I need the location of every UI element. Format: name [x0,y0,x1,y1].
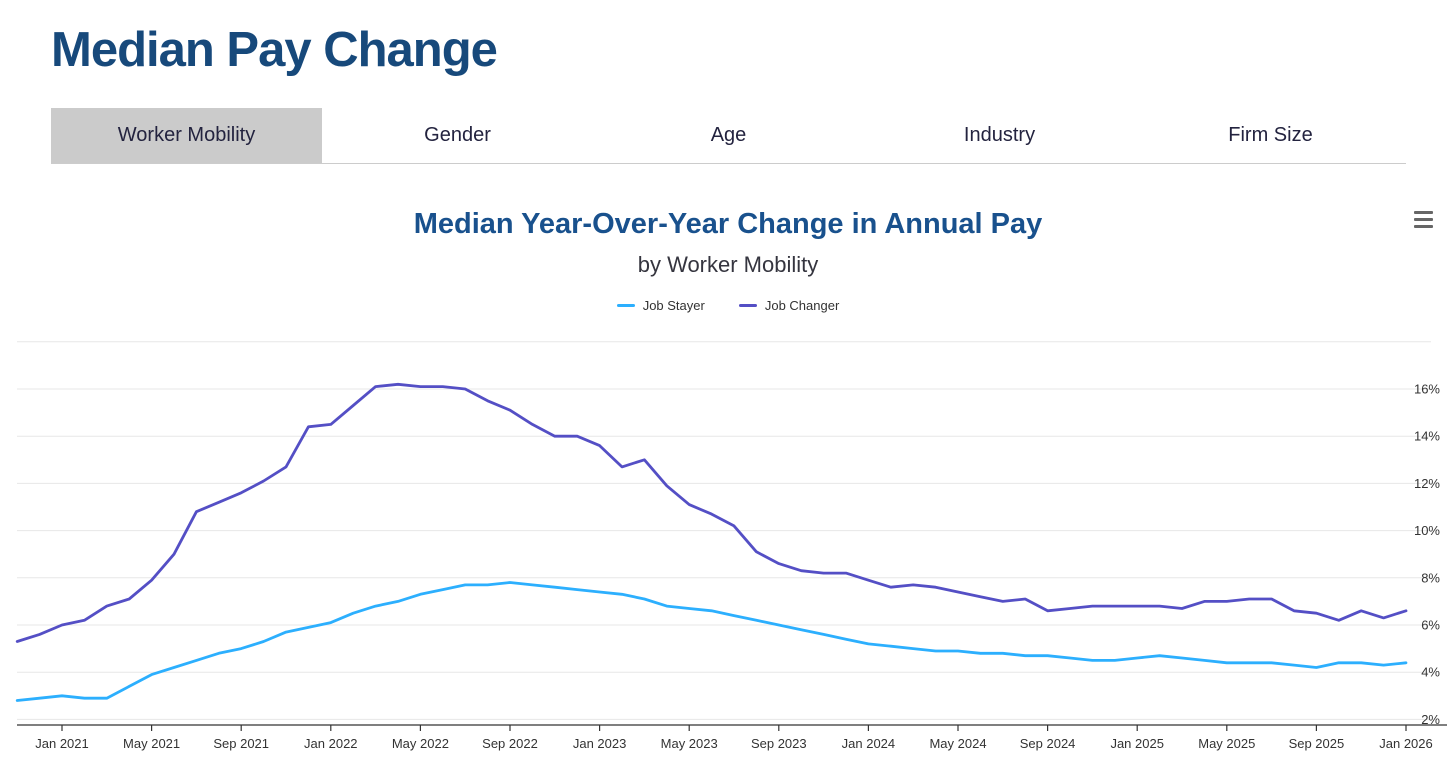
x-axis-label: Sep 2025 [1289,736,1345,751]
x-axis-label: May 2021 [123,736,180,751]
x-axis-label: Jan 2026 [1379,736,1433,751]
y-axis-label: 10% [1414,523,1440,538]
chart-context-menu-button[interactable] [1410,206,1438,232]
y-axis-label: 12% [1414,476,1440,491]
chart-svg: 2% 4% 6% 8% 10% 12% 14% 16% Jan 2021 May 2021 Sep … [15,341,1447,751]
y-axis-label: 4% [1421,665,1440,680]
x-axis-label: May 2023 [661,736,718,751]
y-axis-label: 6% [1421,618,1440,633]
legend-line-swatch [616,304,635,307]
tab-gender[interactable]: Gender [322,108,593,163]
page-title: Median Pay Change [51,23,498,77]
series-line-job-changer [15,382,1408,643]
chart-legend: Job Stayer Job Changer [0,298,1456,313]
chart-title: Median Year-Over-Year Change in Annual P… [413,208,1043,240]
y-axis-label: 16% [1414,382,1440,397]
tab-age[interactable]: Age [593,108,864,163]
x-axis-label: May 2025 [1198,736,1255,751]
y-axis-label: 2% [1421,712,1440,727]
legend-item-job-stayer[interactable]: Job Stayer [616,298,705,313]
x-axis-label: Jan 2023 [573,736,627,751]
x-axis-label: Sep 2024 [1020,736,1076,751]
x-axis-label: Jan 2022 [304,736,358,751]
series-line-job-stayer [15,581,1408,702]
x-axis-label: May 2022 [392,736,449,751]
x-axis-label: Sep 2021 [213,736,269,751]
x-axis-label: Jan 2025 [1110,736,1164,751]
x-axis-label: Jan 2021 [35,736,89,751]
x-axis-label: Sep 2023 [751,736,807,751]
x-axis-label: Jan 2024 [842,736,896,751]
y-axis-label: 14% [1414,429,1440,444]
legend-item-job-changer[interactable]: Job Changer [738,298,840,313]
x-axis-label: May 2024 [929,736,986,751]
legend-label: Job Stayer [642,298,705,313]
legend-line-swatch [738,304,757,307]
category-tab-bar: Worker Mobility Gender Age Industry Firm Siz… [51,108,1406,164]
tab-worker-mobility[interactable]: Worker Mobility [51,108,322,163]
legend-label: Job Changer [764,298,840,313]
chart-subtitle: by Worker Mobility [637,252,819,277]
x-axis-label: Sep 2022 [482,736,538,751]
plot-area[interactable]: 2% 4% 6% 8% 10% 12% 14% 16% Jan 2021 May 2021 Sep … [0,330,1456,765]
tab-industry[interactable]: Industry [864,108,1135,163]
tab-firm-size[interactable]: Firm Size [1135,108,1406,163]
y-axis-label: 8% [1421,570,1440,585]
